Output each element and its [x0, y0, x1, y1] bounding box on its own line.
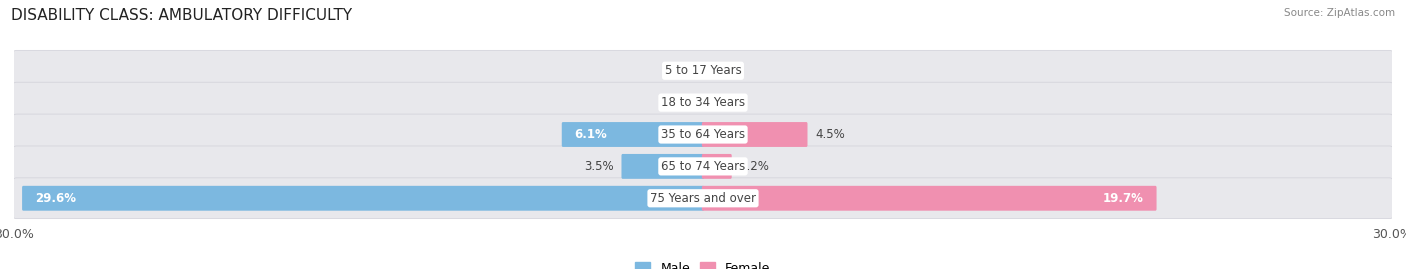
Text: 3.5%: 3.5%	[583, 160, 613, 173]
FancyBboxPatch shape	[13, 114, 1393, 155]
FancyBboxPatch shape	[702, 154, 731, 179]
Text: 5 to 17 Years: 5 to 17 Years	[665, 64, 741, 77]
Text: 6.1%: 6.1%	[575, 128, 607, 141]
FancyBboxPatch shape	[702, 122, 807, 147]
Text: Source: ZipAtlas.com: Source: ZipAtlas.com	[1284, 8, 1395, 18]
Text: 65 to 74 Years: 65 to 74 Years	[661, 160, 745, 173]
Text: 0.0%: 0.0%	[665, 64, 695, 77]
FancyBboxPatch shape	[562, 122, 704, 147]
Text: 75 Years and over: 75 Years and over	[650, 192, 756, 205]
Text: 0.0%: 0.0%	[711, 64, 741, 77]
FancyBboxPatch shape	[13, 82, 1393, 123]
Text: DISABILITY CLASS: AMBULATORY DIFFICULTY: DISABILITY CLASS: AMBULATORY DIFFICULTY	[11, 8, 353, 23]
FancyBboxPatch shape	[13, 50, 1393, 91]
FancyBboxPatch shape	[621, 154, 704, 179]
Text: 4.5%: 4.5%	[815, 128, 845, 141]
Text: 0.0%: 0.0%	[665, 96, 695, 109]
Text: 19.7%: 19.7%	[1104, 192, 1144, 205]
FancyBboxPatch shape	[702, 186, 1157, 211]
Legend: Male, Female: Male, Female	[630, 257, 776, 269]
Text: 18 to 34 Years: 18 to 34 Years	[661, 96, 745, 109]
Text: 35 to 64 Years: 35 to 64 Years	[661, 128, 745, 141]
FancyBboxPatch shape	[13, 146, 1393, 187]
FancyBboxPatch shape	[22, 186, 704, 211]
Text: 29.6%: 29.6%	[35, 192, 76, 205]
Text: 1.2%: 1.2%	[740, 160, 769, 173]
Text: 0.0%: 0.0%	[711, 96, 741, 109]
FancyBboxPatch shape	[13, 178, 1393, 219]
